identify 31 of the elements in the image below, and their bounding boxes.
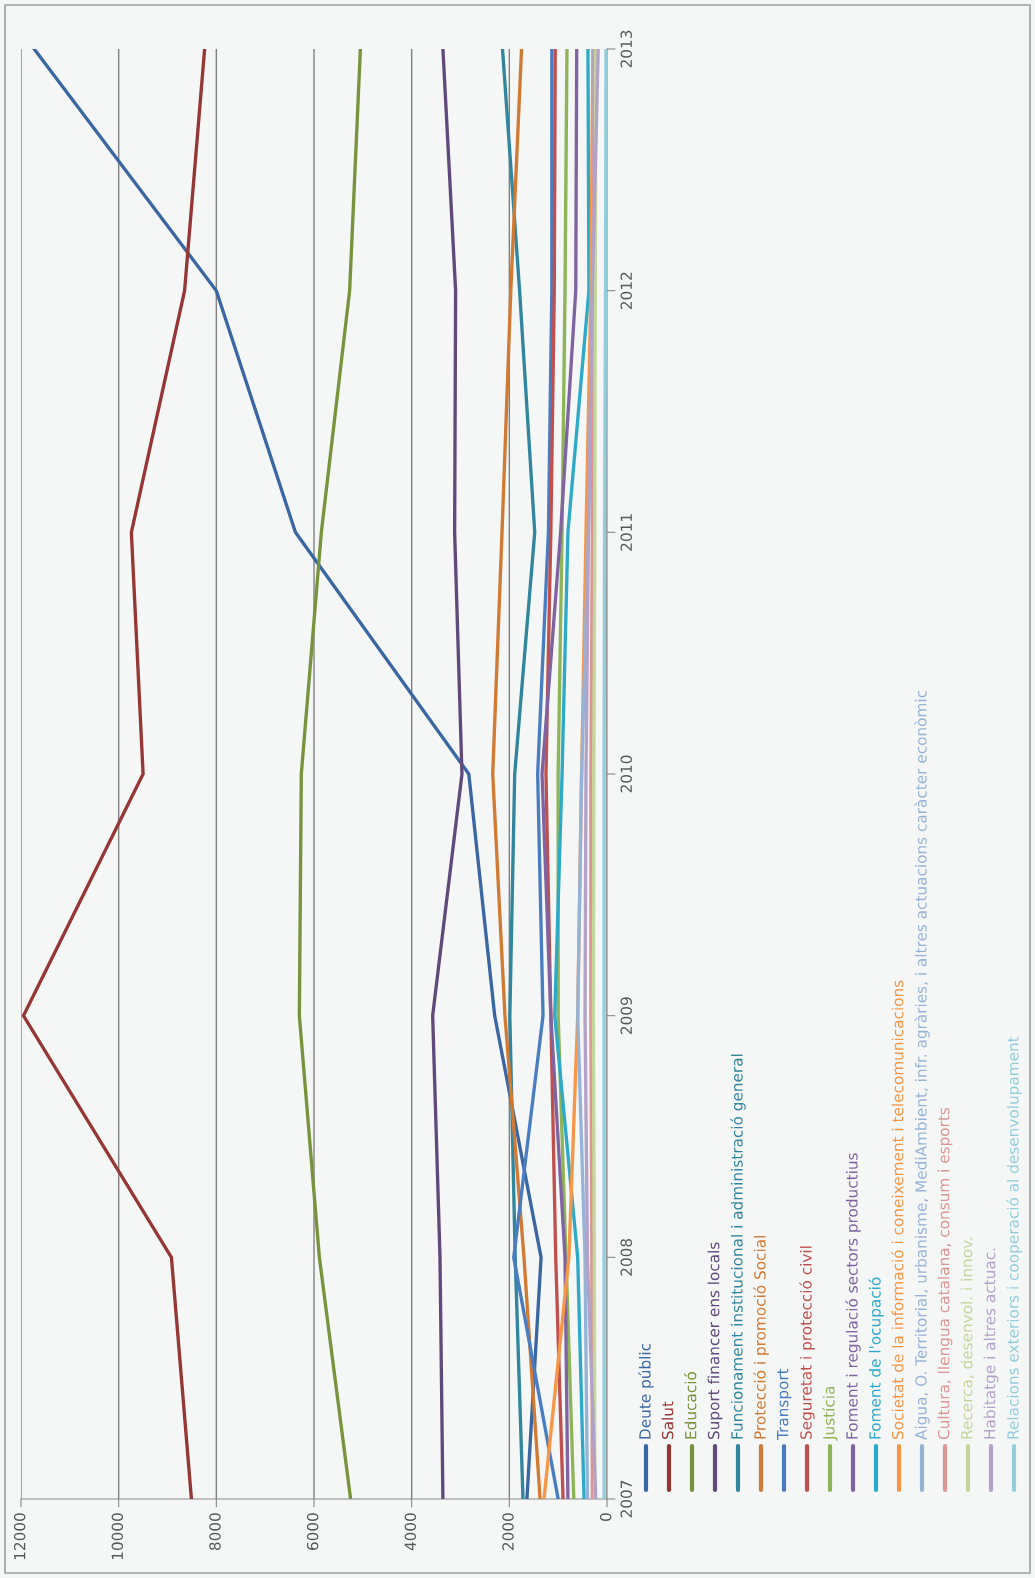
text: Seguretat i protecció civil: [799, 1246, 815, 1439]
y-tick-label: 2012: [620, 272, 633, 309]
y-tick-label: 2010: [620, 755, 633, 793]
text: Educació: [684, 1372, 697, 1439]
text: Justícia: [822, 1387, 838, 1441]
x-tick-label: 4000: [404, 1513, 417, 1551]
x-tick-label: 2000: [502, 1513, 514, 1550]
text: Recerca, desenvol. i innov.: [960, 1237, 974, 1439]
text: Habitatge i altres actuac.: [983, 1248, 999, 1439]
y-tick-label: 2008: [620, 1238, 633, 1276]
text: Salut: [661, 1401, 674, 1439]
y-tick-label: 2013: [620, 30, 633, 68]
text: Aigua, O. Territorial, urbanisme, MediAmbient, infr. agràries, i altres actuacions caràcter econòmic: [914, 690, 930, 1440]
text: Suport financer ens locals: [707, 1242, 723, 1439]
y-tick-label: 2011: [620, 514, 633, 551]
x-tick-label: 10000: [111, 1513, 124, 1560]
x-tick-label: 8000: [209, 1513, 221, 1551]
text: Protecció i promoció Social: [753, 1236, 769, 1439]
x-tick-label: 12000: [13, 1513, 26, 1560]
x-tick-label: 0: [599, 1513, 612, 1521]
text: Foment de l'ocupació: [868, 1277, 884, 1439]
text: Relacions exteriors i cooperació al desenvolupament: [1006, 1036, 1022, 1439]
text: Transport: [777, 1368, 792, 1441]
text: Foment i regulació sectors productius: [845, 1153, 861, 1439]
text: Societat de la informació i coneixement i telecomunicacions: [891, 980, 904, 1439]
text: Funcionament institucional i administració general: [730, 1054, 746, 1439]
y-tick-label: 2007: [620, 1480, 633, 1518]
text: Cultura, llengua catalana, consum i esports: [937, 1107, 953, 1440]
x-tick-label: 6000: [306, 1513, 319, 1551]
text: Deute públic: [638, 1343, 654, 1439]
y-tick-label: 2009: [620, 997, 633, 1034]
